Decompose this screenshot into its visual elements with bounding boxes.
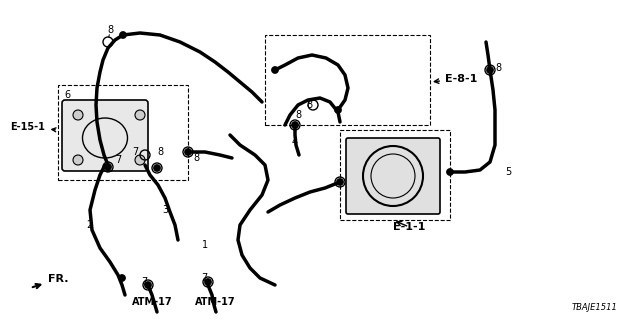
Text: 4: 4 (292, 137, 298, 147)
Text: 7: 7 (201, 273, 207, 283)
Circle shape (154, 164, 161, 172)
Circle shape (337, 179, 344, 186)
Text: 8: 8 (193, 153, 199, 163)
Bar (265, 35, 430, 125)
Text: 3: 3 (162, 205, 168, 215)
Circle shape (291, 122, 298, 129)
FancyBboxPatch shape (62, 100, 148, 171)
Bar (58, 85, 188, 180)
Text: FR.: FR. (33, 274, 68, 288)
Circle shape (73, 155, 83, 165)
Circle shape (205, 278, 211, 285)
Text: 2: 2 (86, 220, 92, 230)
Text: TBAJE1511: TBAJE1511 (572, 303, 618, 312)
Circle shape (486, 67, 493, 74)
Circle shape (120, 31, 127, 38)
Circle shape (184, 148, 191, 156)
Circle shape (335, 107, 342, 114)
Text: E-8-1: E-8-1 (435, 74, 477, 84)
Text: 8: 8 (495, 63, 501, 73)
FancyBboxPatch shape (346, 138, 440, 214)
Circle shape (135, 110, 145, 120)
Text: E-1-1: E-1-1 (393, 221, 426, 232)
Text: 8: 8 (107, 25, 113, 35)
Circle shape (118, 275, 125, 282)
Circle shape (104, 164, 111, 171)
Bar (340, 130, 450, 220)
Circle shape (135, 155, 145, 165)
Circle shape (271, 67, 278, 74)
Circle shape (73, 110, 83, 120)
Text: 8: 8 (157, 147, 163, 157)
Text: ATM-17: ATM-17 (132, 297, 172, 307)
Text: 8: 8 (295, 110, 301, 120)
Text: E-15-1: E-15-1 (10, 122, 56, 132)
Text: 5: 5 (505, 167, 511, 177)
Circle shape (447, 169, 454, 175)
Text: 7: 7 (132, 147, 138, 157)
Text: 7: 7 (141, 277, 147, 287)
Circle shape (145, 282, 152, 289)
Text: ATM-17: ATM-17 (195, 297, 236, 307)
Text: 6: 6 (64, 90, 70, 100)
Text: 7: 7 (115, 155, 121, 165)
Text: 1: 1 (202, 240, 208, 250)
Text: 8: 8 (306, 100, 312, 110)
